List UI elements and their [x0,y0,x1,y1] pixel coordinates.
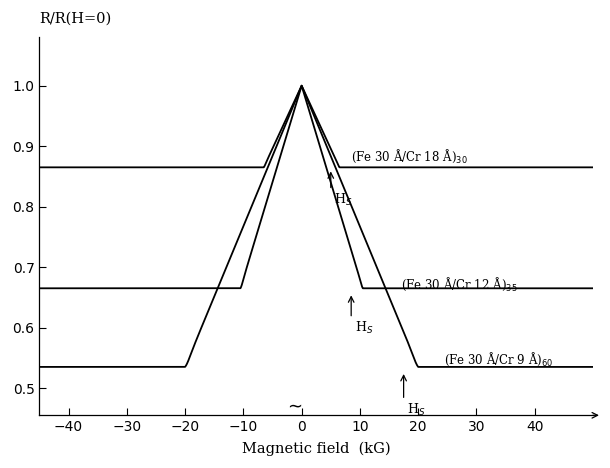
Text: (Fe 30 Å/Cr 12 Å)$_{35}$: (Fe 30 Å/Cr 12 Å)$_{35}$ [401,276,517,292]
Text: H$_S$: H$_S$ [334,192,353,208]
X-axis label: Magnetic field  (kG): Magnetic field (kG) [242,441,390,455]
Text: $\sim$: $\sim$ [284,396,302,414]
Text: H$_S$: H$_S$ [354,321,373,336]
Text: R/R(H=0): R/R(H=0) [40,12,112,26]
Text: (Fe 30 Å/Cr 18 Å)$_{30}$: (Fe 30 Å/Cr 18 Å)$_{30}$ [351,148,468,165]
Text: (Fe 30 Å/Cr 9 Å)$_{60}$: (Fe 30 Å/Cr 9 Å)$_{60}$ [445,351,554,368]
Text: H$_S$: H$_S$ [407,402,425,418]
